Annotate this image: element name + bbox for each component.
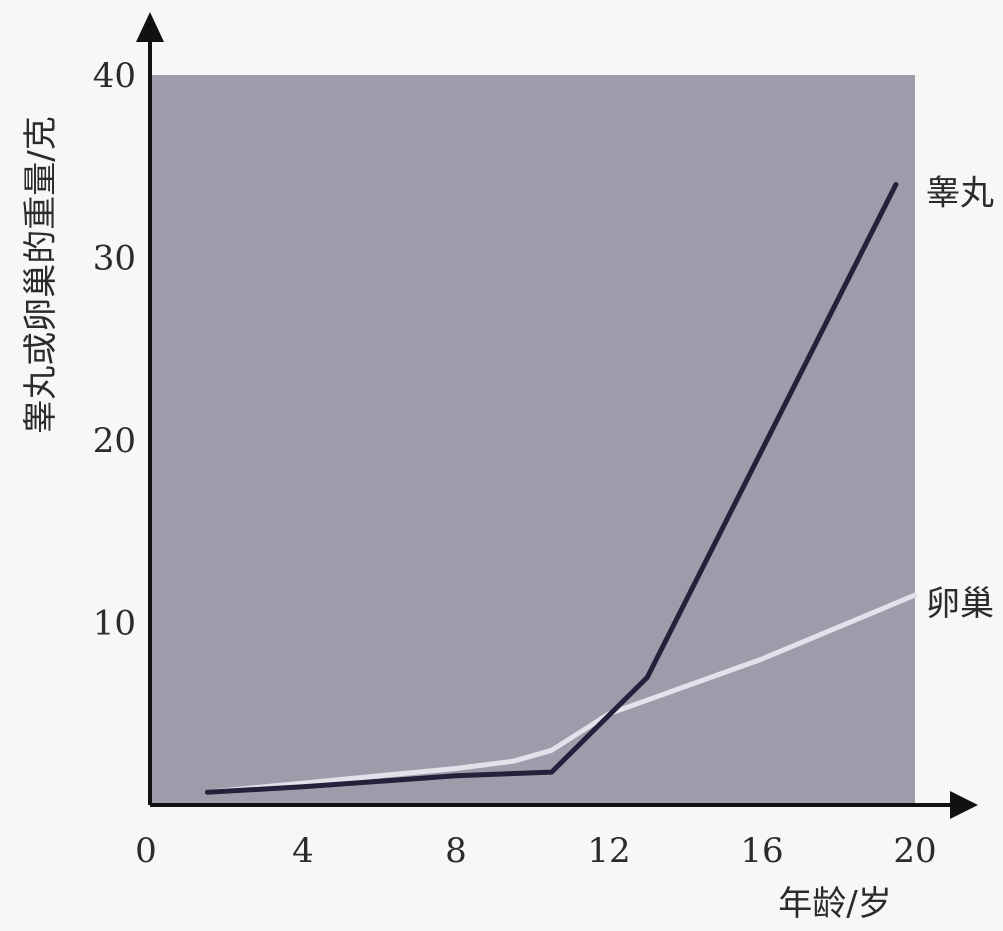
y-tick-label: 40 bbox=[93, 56, 136, 96]
series-label: 卵巢 bbox=[926, 584, 994, 624]
series-layer bbox=[204, 182, 918, 795]
axes-layer bbox=[136, 12, 978, 819]
x-axis-title: 年龄/岁 bbox=[778, 884, 891, 924]
x-tick-label: 4 bbox=[292, 831, 314, 871]
tick-labels: 0 4 8 12 16 20 10 20 30 40 bbox=[93, 56, 937, 871]
plot-area-background bbox=[150, 75, 915, 805]
y-axis-arrow-icon bbox=[136, 12, 164, 42]
x-tick-label: 12 bbox=[587, 831, 630, 871]
y-axis-title: 睾丸或卵巢的重量/克 bbox=[21, 116, 61, 433]
x-tick-label: 16 bbox=[740, 831, 783, 871]
y-tick-label: 20 bbox=[93, 421, 136, 461]
series-line bbox=[204, 182, 899, 795]
x-axis-arrow-icon bbox=[950, 791, 978, 819]
x-tick-label: 20 bbox=[893, 831, 936, 871]
series-line bbox=[204, 592, 918, 795]
x-tick-label: 8 bbox=[445, 831, 467, 871]
x-tick-label: 0 bbox=[135, 831, 157, 871]
series-label: 睾丸 bbox=[926, 174, 994, 214]
y-tick-label: 10 bbox=[93, 604, 136, 644]
y-tick-label: 30 bbox=[93, 239, 136, 279]
